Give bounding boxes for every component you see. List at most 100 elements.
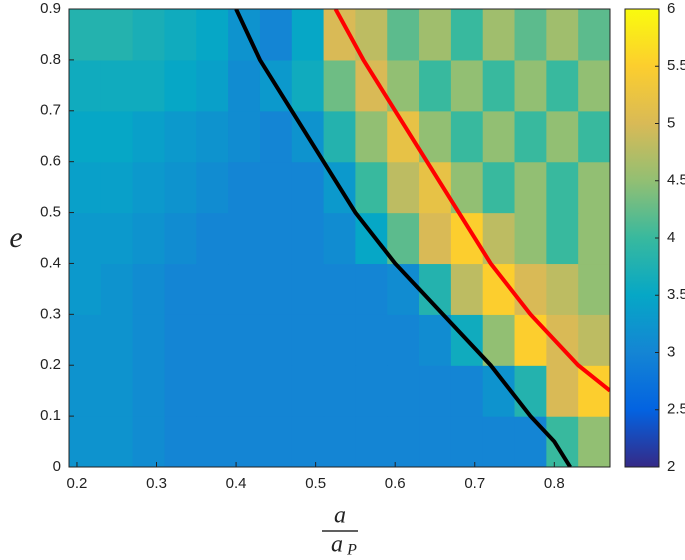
heat-cell [132,59,166,112]
heat-cell [69,416,102,467]
colorbar-tick-label: 3 [667,343,675,360]
colorbar-tick-label: 4.5 [667,172,685,189]
heat-cell [259,365,293,417]
heat-cell [578,110,610,163]
heat-cell [291,59,325,112]
heat-cell [259,110,293,163]
heat-cell [69,161,102,214]
heat-cell [419,212,452,265]
heat-cell [228,212,261,265]
y-tick-label: 0.2 [40,356,61,373]
heat-cell [387,161,420,214]
heat-cell [196,110,229,163]
heat-cell [514,9,547,61]
heat-cell [69,314,102,366]
heat-cell [291,263,325,315]
heat-cell [132,416,166,467]
heat-cell [546,416,579,467]
y-tick-label: 0.9 [40,0,61,17]
heat-cell [259,416,293,467]
heat-cell [578,416,610,467]
y-tick-label: 0.3 [40,305,61,322]
heat-cell [164,314,197,366]
heat-cell [132,110,166,163]
y-tick-label: 0.4 [40,254,61,271]
heat-cell [69,59,102,112]
heat-cell [546,110,579,163]
heat-cell [69,110,102,163]
x-tick-label: 0.4 [226,475,247,492]
heat-cell [355,110,388,163]
heat-cell [387,314,420,366]
heat-cell [100,9,134,61]
heat-cell [387,416,420,467]
heat-cell [387,110,420,163]
heat-cell [259,263,293,315]
heat-cell [132,365,166,417]
heat-cell [196,161,229,214]
heat-cell [291,365,325,417]
heat-cell [482,110,516,163]
heat-cell [387,59,420,112]
heat-cell [482,212,516,265]
colorbar-tick-label: 6 [667,0,675,17]
x-label-subscript: P [346,542,357,555]
heat-cell [291,9,325,61]
colorbar-tick-label: 5 [667,114,675,131]
heat-cell [164,365,197,417]
heat-cell [100,314,134,366]
curve [234,9,572,467]
heat-cell [578,212,610,265]
heat-cell [259,212,293,265]
heat-cell [164,416,197,467]
heat-cell [450,110,484,163]
curve [333,9,610,393]
heat-cell [450,9,484,61]
heat-cell [228,314,261,366]
x-tick-label: 0.5 [305,475,326,492]
colorbar-tick-label: 3.5 [667,286,685,303]
heat-cell [100,416,134,467]
colorbar-tick-label: 5.5 [667,57,685,74]
heat-cell [387,9,420,61]
heat-cell [419,110,452,163]
heat-cell [69,263,102,315]
heat-cell [196,59,229,112]
heat-cell [196,212,229,265]
heat-cell [482,9,516,61]
heat-cell [196,416,229,467]
heat-cell [132,161,166,214]
heat-cell [100,161,134,214]
heat-cell [419,314,452,366]
x-tick-label: 0.6 [385,475,406,492]
heat-cell [355,161,388,214]
heat-cell [100,263,134,315]
heat-cell [450,263,484,315]
heat-cell [514,161,547,214]
colorbar-tick-label: 4 [667,229,675,246]
y-tick-label: 0.8 [40,51,61,68]
heat-cell [164,212,197,265]
heat-cell [132,212,166,265]
heat-cell [450,59,484,112]
heat-cell [323,110,357,163]
heat-cell [132,314,166,366]
heat-cell [196,263,229,315]
heat-cell [355,263,388,315]
colorbar [624,8,660,468]
heat-cell [323,59,357,112]
colorbar-tick-label: 2.5 [667,401,685,418]
heat-cell [578,314,610,366]
y-tick-label: 0 [53,458,61,475]
heat-cell [196,314,229,366]
heat-cell [482,59,516,112]
heat-cell [291,416,325,467]
heat-cell [323,212,357,265]
heat-cell [419,59,452,112]
heat-cell [546,161,579,214]
heat-cell [69,365,102,417]
heat-cell [419,9,452,61]
y-tick-label: 0.6 [40,153,61,170]
heat-cell [323,263,357,315]
heat-cell [164,59,197,112]
